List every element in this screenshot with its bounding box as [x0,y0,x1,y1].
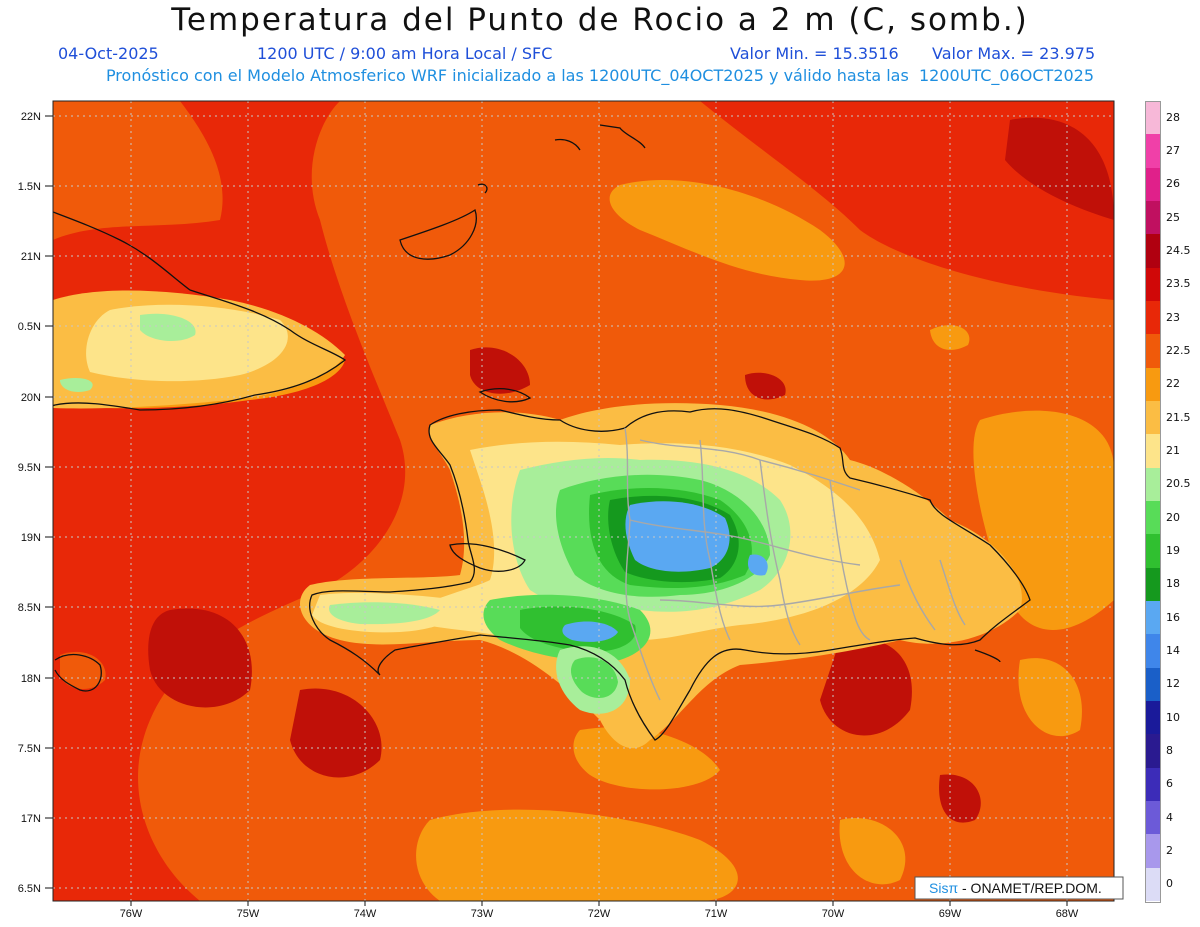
lat-label: 1.5N [18,181,41,193]
lat-label: 18N [21,673,41,685]
credit-org: - ONAMET/REP.DOM. [958,880,1102,896]
lat-label: 7.5N [18,743,41,755]
colorbar-label: 14 [1166,644,1180,657]
credit-brand: Sisπ [929,880,958,896]
colorbar-swatch [1145,334,1161,368]
map-frame [52,100,1115,902]
grid-lines [53,101,1114,901]
inagua-coast [399,208,477,260]
colorbar-label: 4 [1166,810,1173,824]
colorbar-label: 19 [1166,544,1180,557]
colorbar-label: 8 [1166,744,1173,757]
tortuga-coast [478,388,532,403]
lat-label: 20N [21,392,41,404]
colorbar-swatch [1145,601,1161,635]
coastlines [53,124,1031,741]
lon-label: 69W [939,908,962,920]
colorbar-swatch [1145,267,1161,301]
min-value: Valor Min. = 15.3516 [730,44,899,63]
colorbar-label: 25 [1166,210,1180,224]
latitude-labels: 22N 1.5N 21N 0.5N 20N 9.5N 19N 8.5N 18N … [18,111,41,895]
max-value: Valor Max. = 23.975 [932,44,1096,63]
lat-label: 22N [21,111,41,123]
colorbar-label: 26 [1166,177,1180,191]
colorbar-swatch [1145,734,1161,768]
lat-label: 17N [21,813,41,825]
lat-ticks [45,115,53,889]
colorbar-swatch [1145,567,1161,601]
colorbar-label: 0 [1166,877,1173,891]
colorbar-label: 20.5 [1166,477,1191,491]
colorbar-label: 22 [1166,377,1180,391]
hispaniola-coast [309,408,1031,741]
colorbar-swatch [1145,634,1161,668]
colorbar-label: 21 [1166,444,1180,457]
colorbar-label: 24.5 [1166,244,1191,257]
province-boundaries [624,427,966,701]
colorbar-swatch [1145,167,1161,201]
colorbar-swatch [1145,767,1161,801]
lat-label: 19N [21,532,41,544]
longitude-labels: 76W 75W 74W 73W 72W 71W 70W 69W 68W [120,908,1079,920]
credit-text: Sisπ - ONAMET/REP.DOM. [929,880,1102,896]
colorbar-label: 22.5 [1166,344,1191,357]
colorbar-swatch [1145,534,1161,568]
lon-label: 74W [354,908,377,920]
colorbar-label: 6 [1166,777,1173,791]
colorbar-swatch [1145,467,1161,501]
colorbar-swatch [1145,401,1161,435]
colorbar-swatch [1145,234,1161,268]
colorbar-label: 12 [1166,677,1180,691]
colorbar-swatch [1145,367,1161,401]
colorbar-label: 16 [1166,610,1180,624]
lon-label: 75W [237,908,260,920]
gonave-coast [449,543,526,572]
colorbar-label: 21.5 [1166,410,1191,424]
lat-label: 8.5N [18,602,41,614]
cuba-coast [53,211,347,411]
colorbar-label: 27 [1166,144,1180,157]
forecast-date: 04-Oct-2025 [58,44,159,63]
lon-label: 72W [588,908,611,920]
colorbar-swatch [1145,501,1161,535]
colorbar-swatch [1145,134,1161,168]
lon-label: 73W [471,908,494,920]
lat-label: 0.5N [18,321,41,333]
dewpoint-shading [53,101,1114,901]
colorbar-swatch [1145,101,1161,135]
model-info: Pronóstico con el Modelo Atmosferico WRF… [105,66,1095,85]
colorbar-swatch [1145,801,1161,835]
colorbar-label: 10 [1166,710,1180,724]
colorbar-swatch [1145,667,1161,701]
colorbar-swatch [1145,701,1161,735]
colorbar-frame [1145,101,1161,903]
colorbar-swatch [1145,301,1161,335]
lon-label: 71W [705,908,728,920]
colorbar-label: 23 [1166,310,1180,324]
colorbar-swatch [1145,834,1161,868]
colorbar-label: 18 [1166,577,1180,591]
colorbar-label: 2 [1166,844,1173,857]
colorbar-label: 28 [1166,110,1180,124]
lat-label: 6.5N [18,883,41,895]
colorbar-swatch [1145,434,1161,468]
colorbar-label: 23.5 [1166,277,1191,291]
credit-box: Sisπ - ONAMET/REP.DOM. [914,876,1124,900]
colorbar-label: 20 [1166,510,1180,524]
colorbar-swatch [1145,867,1161,901]
lon-label: 68W [1056,908,1079,920]
chart-title: Temperatura del Punto de Rocio a 2 m (C,… [171,2,1029,38]
lat-label: 21N [21,251,41,263]
forecast-time: 1200 UTC / 9:00 am Hora Local / SFC [257,44,553,63]
lat-label: 9.5N [18,462,41,474]
lon-label: 70W [822,908,845,920]
colorbar-swatch [1145,201,1161,235]
lon-label: 76W [120,908,143,920]
lon-ticks [130,901,1068,906]
